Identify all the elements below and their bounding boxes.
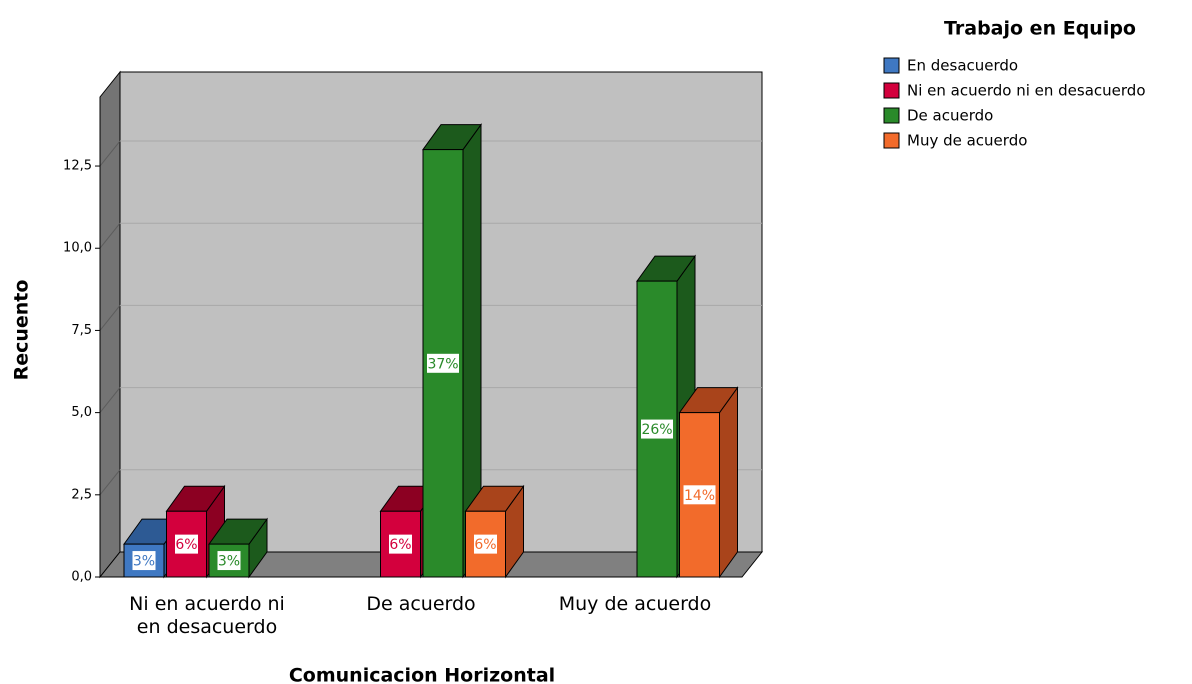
grid-line [99, 222, 121, 249]
data-label-box [473, 533, 498, 555]
data-label-box [682, 484, 717, 506]
data-label-box [131, 550, 157, 572]
data-label-box [174, 533, 199, 555]
data-label: 3% [218, 554, 240, 570]
legend-label: De acuerdo [907, 107, 993, 125]
data-label: 3% [133, 554, 155, 570]
x-tick-label: Ni en acuerdo ni en desacuerdo [129, 593, 285, 638]
legend-label: En desacuerdo [907, 57, 1018, 75]
x-tick-label: De acuerdo [366, 593, 475, 615]
data-label: 37% [427, 356, 458, 372]
left-wall [99, 70, 121, 579]
y-tick-label: 2,5 [71, 487, 92, 502]
bar-side [719, 386, 738, 579]
x-axis-title: Comunicacion Horizontal [289, 665, 555, 684]
legend-label: Ni en acuerdo ni en desacuerdo [907, 82, 1146, 100]
data-label-box [388, 533, 413, 555]
grid-line [99, 140, 121, 167]
grid-line [99, 305, 121, 331]
data-label-box [216, 550, 242, 572]
y-tick-label: 12,5 [63, 159, 92, 174]
data-label: 6% [474, 537, 496, 553]
legend-swatch [883, 57, 900, 74]
y-tick-label: 7,5 [71, 323, 92, 338]
y-tick-label: 0,0 [71, 570, 92, 585]
legend-title: Trabajo en Equipo [944, 18, 1136, 40]
data-label: 26% [641, 422, 672, 438]
legend-swatch [883, 82, 900, 99]
grid-line [99, 387, 121, 413]
grid-line [99, 469, 121, 496]
y-tick-label: 10,0 [63, 241, 92, 256]
data-label: 6% [389, 537, 411, 553]
y-axis-title: Recuento [11, 280, 33, 381]
legend-swatch [883, 107, 900, 124]
legend-swatch [883, 132, 900, 149]
legend-label: Muy de acuerdo [907, 132, 1027, 150]
data-label-box [426, 352, 460, 374]
data-label: 6% [175, 537, 197, 553]
data-label-box [640, 418, 674, 440]
data-label: 14% [684, 488, 715, 504]
y-tick-label: 5,0 [71, 405, 92, 420]
x-tick-label: Muy de acuerdo [559, 593, 712, 615]
